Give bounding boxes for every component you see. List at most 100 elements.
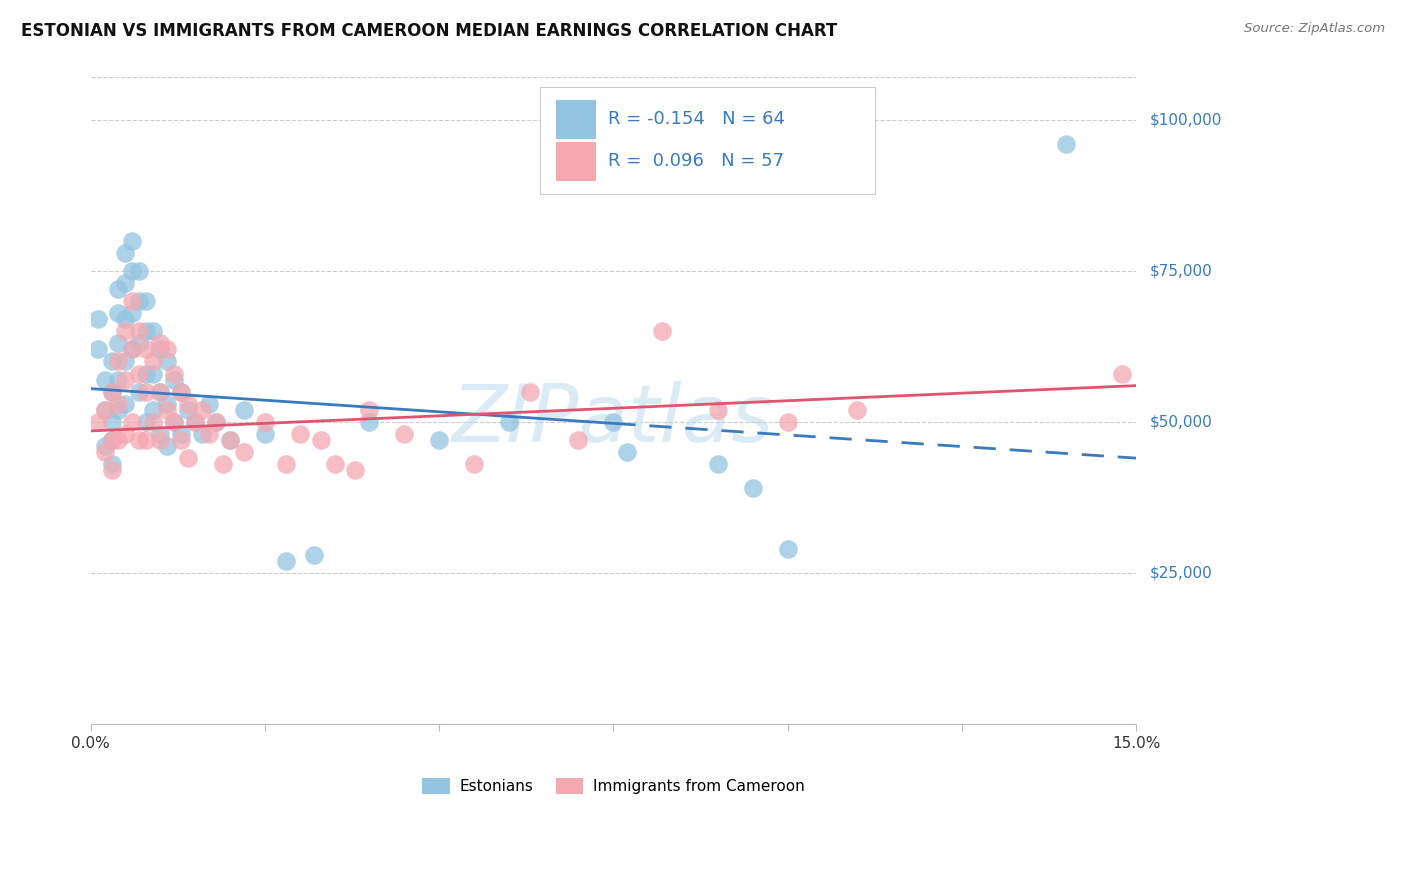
- Point: [86, 415, 108, 429]
- Point: [309, 433, 332, 447]
- Point: [359, 415, 381, 429]
- Point: [93, 402, 115, 417]
- Point: [163, 373, 186, 387]
- Point: [156, 439, 179, 453]
- Point: [302, 548, 325, 562]
- Point: [219, 433, 242, 447]
- Point: [184, 415, 207, 429]
- Point: [1111, 367, 1133, 381]
- Point: [142, 354, 165, 368]
- Point: [121, 343, 143, 357]
- Text: $50,000: $50,000: [1150, 415, 1212, 429]
- Point: [274, 457, 297, 471]
- FancyBboxPatch shape: [555, 142, 596, 181]
- Point: [100, 457, 122, 471]
- Point: [100, 354, 122, 368]
- Point: [100, 384, 122, 399]
- Point: [135, 343, 157, 357]
- Point: [212, 457, 235, 471]
- Point: [323, 457, 346, 471]
- Point: [142, 324, 165, 338]
- Point: [205, 415, 228, 429]
- Point: [149, 343, 172, 357]
- Point: [93, 402, 115, 417]
- Point: [121, 415, 143, 429]
- Point: [128, 336, 150, 351]
- Point: [100, 433, 122, 447]
- Text: ESTONIAN VS IMMIGRANTS FROM CAMEROON MEDIAN EARNINGS CORRELATION CHART: ESTONIAN VS IMMIGRANTS FROM CAMEROON MED…: [21, 22, 838, 40]
- Point: [149, 336, 172, 351]
- Point: [616, 445, 638, 459]
- Point: [135, 433, 157, 447]
- Point: [128, 384, 150, 399]
- Point: [846, 402, 869, 417]
- Point: [198, 397, 221, 411]
- Point: [135, 324, 157, 338]
- Text: $25,000: $25,000: [1150, 566, 1212, 581]
- Point: [100, 433, 122, 447]
- Point: [776, 541, 799, 556]
- Point: [128, 293, 150, 308]
- Point: [288, 426, 311, 441]
- Point: [344, 463, 367, 477]
- Point: [253, 426, 276, 441]
- Point: [232, 402, 254, 417]
- Point: [142, 402, 165, 417]
- Point: [93, 445, 115, 459]
- Point: [107, 354, 129, 368]
- Point: [359, 402, 381, 417]
- Point: [149, 384, 172, 399]
- Text: R = -0.154   N = 64: R = -0.154 N = 64: [607, 111, 785, 128]
- Point: [519, 384, 541, 399]
- Point: [128, 433, 150, 447]
- Text: R =  0.096   N = 57: R = 0.096 N = 57: [607, 153, 785, 170]
- Point: [651, 324, 673, 338]
- Point: [107, 306, 129, 320]
- Text: Source: ZipAtlas.com: Source: ZipAtlas.com: [1244, 22, 1385, 36]
- Point: [100, 384, 122, 399]
- Point: [707, 457, 730, 471]
- Point: [156, 397, 179, 411]
- Point: [128, 367, 150, 381]
- Point: [149, 384, 172, 399]
- Point: [191, 402, 214, 417]
- Point: [107, 282, 129, 296]
- Point: [121, 306, 143, 320]
- Point: [121, 234, 143, 248]
- Point: [156, 354, 179, 368]
- Point: [163, 367, 186, 381]
- Point: [219, 433, 242, 447]
- Point: [142, 367, 165, 381]
- Point: [107, 373, 129, 387]
- Point: [100, 463, 122, 477]
- Point: [128, 264, 150, 278]
- Point: [232, 445, 254, 459]
- Point: [107, 336, 129, 351]
- Point: [114, 373, 136, 387]
- Point: [100, 415, 122, 429]
- Point: [107, 397, 129, 411]
- Point: [1054, 136, 1077, 151]
- Point: [86, 312, 108, 326]
- Point: [93, 439, 115, 453]
- Point: [121, 293, 143, 308]
- Point: [394, 426, 416, 441]
- Point: [170, 433, 193, 447]
- Point: [253, 415, 276, 429]
- Point: [114, 276, 136, 290]
- Point: [128, 324, 150, 338]
- Point: [205, 415, 228, 429]
- Point: [184, 415, 207, 429]
- Point: [114, 312, 136, 326]
- Point: [602, 415, 624, 429]
- Point: [86, 343, 108, 357]
- Point: [121, 264, 143, 278]
- Text: $100,000: $100,000: [1150, 112, 1222, 128]
- Point: [177, 402, 200, 417]
- Point: [776, 415, 799, 429]
- Point: [163, 415, 186, 429]
- Point: [114, 354, 136, 368]
- Point: [121, 343, 143, 357]
- Point: [177, 397, 200, 411]
- Point: [156, 402, 179, 417]
